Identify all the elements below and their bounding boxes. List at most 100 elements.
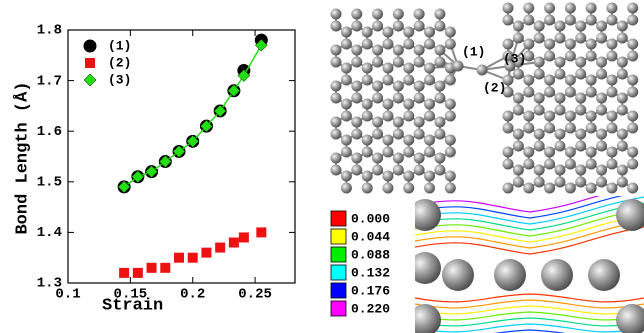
chart: Strain Bond Length (Å) (1) (2) (3) 0.10.… <box>0 0 644 333</box>
point <box>188 253 198 263</box>
atom <box>331 153 342 164</box>
atom <box>544 87 555 98</box>
atom <box>382 63 393 74</box>
atom <box>362 99 373 110</box>
atom <box>372 21 383 32</box>
atom <box>414 57 425 68</box>
atom <box>424 135 435 146</box>
atom <box>544 15 555 26</box>
atom <box>617 93 628 104</box>
atom <box>372 129 383 140</box>
atom <box>382 171 393 182</box>
atom <box>586 123 597 134</box>
y-tick-label: 1.3 <box>37 276 62 292</box>
atom <box>424 111 435 122</box>
atom <box>445 171 456 182</box>
atom <box>523 111 534 122</box>
atom <box>424 147 435 158</box>
atom <box>565 159 576 170</box>
atom <box>403 99 414 110</box>
atom <box>565 75 576 86</box>
atom <box>331 57 342 68</box>
atom <box>362 183 373 194</box>
atom <box>627 3 638 14</box>
atom <box>627 147 638 158</box>
atom <box>445 111 456 122</box>
atom <box>596 105 607 116</box>
colorbar-swatch <box>331 301 346 316</box>
atom <box>372 153 383 164</box>
atom <box>362 147 373 158</box>
point <box>201 248 211 258</box>
atom <box>554 129 565 140</box>
atom <box>554 141 565 152</box>
atom <box>351 129 362 140</box>
atom <box>513 105 524 116</box>
atom <box>617 129 628 140</box>
atom <box>362 27 373 38</box>
atom <box>403 135 414 146</box>
atom <box>331 81 342 92</box>
atom <box>596 177 607 188</box>
atom <box>523 87 534 98</box>
atom <box>331 9 342 20</box>
atom <box>503 159 514 170</box>
atom <box>513 141 524 152</box>
atom <box>382 99 393 110</box>
atom <box>445 147 456 158</box>
atom <box>503 111 514 122</box>
legend-label: (1) <box>108 38 131 53</box>
atom <box>534 93 545 104</box>
atom <box>382 183 393 194</box>
atom <box>544 75 555 86</box>
y-tick-label: 1.5 <box>37 175 62 191</box>
atom <box>403 75 414 86</box>
atom <box>565 183 576 194</box>
atom <box>382 111 393 122</box>
atom <box>341 39 352 50</box>
atom <box>434 21 445 32</box>
atom <box>575 93 586 104</box>
atom <box>596 69 607 80</box>
atom <box>434 57 445 68</box>
atom <box>565 39 576 50</box>
atom <box>565 123 576 134</box>
contour-atom <box>541 259 573 291</box>
atom <box>393 117 404 128</box>
atom <box>351 153 362 164</box>
atom <box>534 165 545 176</box>
atom <box>554 165 565 176</box>
atom <box>331 129 342 140</box>
atom <box>445 135 456 146</box>
atom <box>424 39 435 50</box>
atom <box>445 99 456 110</box>
atom <box>403 27 414 38</box>
colorbar-label: 0.220 <box>351 301 390 316</box>
x-tick-label: 0.25 <box>238 287 272 303</box>
atom <box>414 165 425 176</box>
atom <box>606 159 617 170</box>
atom <box>627 51 638 62</box>
legend-label: (3) <box>108 72 131 87</box>
atom <box>544 3 555 14</box>
atom <box>362 63 373 74</box>
molecule <box>331 3 639 194</box>
atom <box>523 3 534 14</box>
atom <box>393 81 404 92</box>
atom <box>445 39 456 50</box>
atom <box>534 21 545 32</box>
atom <box>403 63 414 74</box>
atom <box>596 33 607 44</box>
atom <box>554 69 565 80</box>
y-tick-label: 1.7 <box>37 73 62 89</box>
atom <box>393 153 404 164</box>
atom <box>513 33 524 44</box>
atom <box>434 93 445 104</box>
atom <box>544 159 555 170</box>
atom <box>554 93 565 104</box>
atom <box>382 75 393 86</box>
atom <box>372 93 383 104</box>
colorbar-label: 0.176 <box>351 283 390 298</box>
atom <box>434 45 445 56</box>
atom <box>554 21 565 32</box>
